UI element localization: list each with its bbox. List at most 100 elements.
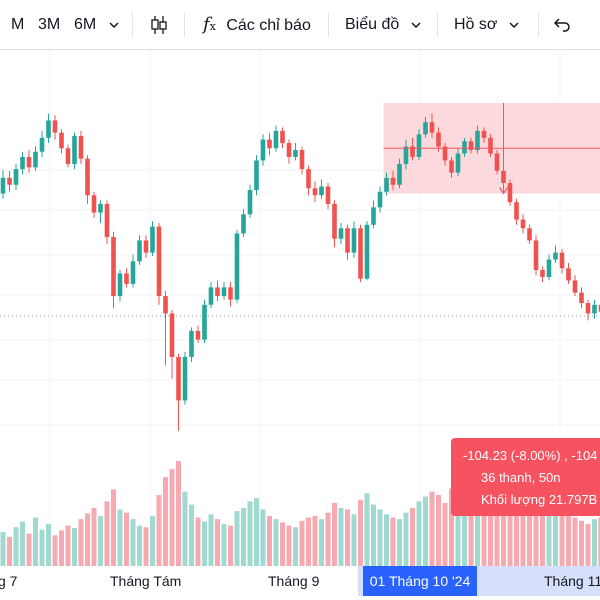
candle-body (364, 224, 370, 279)
candle-body (104, 203, 110, 237)
volume-bar (52, 535, 58, 566)
volume-bar (221, 524, 227, 566)
candle-body (514, 202, 519, 220)
volume-bar (254, 498, 259, 566)
volume-bar (247, 501, 253, 566)
candle-body (546, 259, 552, 277)
volume-bar (442, 503, 448, 566)
function-icon: fx (203, 14, 216, 35)
candle-body (390, 177, 396, 185)
volume-bar (78, 519, 84, 566)
volume-bar (293, 527, 298, 566)
measure-bar-count: 36 thanh, 50n (481, 470, 561, 485)
candle-body (267, 139, 272, 149)
candle-body (410, 146, 415, 157)
volume-bar (507, 501, 513, 566)
candle-body (592, 304, 597, 314)
volume-bar (358, 499, 363, 566)
volume-bar (20, 521, 25, 566)
volume-bar (527, 511, 532, 566)
volume-bar (410, 507, 415, 566)
candle-body (436, 132, 441, 147)
candle-body (228, 287, 233, 300)
period-1m-button[interactable]: M (11, 16, 25, 33)
volume-bar (494, 491, 500, 566)
candle-body (293, 150, 298, 157)
candle-body (416, 134, 422, 157)
volume-bar (332, 503, 337, 566)
candle-body (150, 226, 155, 253)
undo-button[interactable] (553, 0, 571, 50)
volume-bar (449, 488, 454, 566)
volume-bar (273, 519, 279, 566)
volume-bar (338, 507, 344, 566)
candle-body (286, 143, 292, 157)
candle-body (65, 148, 71, 164)
volume-bar (377, 509, 383, 566)
candle-body (26, 156, 32, 168)
candle-body (351, 228, 357, 253)
volume-bar (319, 519, 324, 566)
candle-body (598, 304, 600, 312)
candle-body (403, 146, 409, 164)
volume-bar (137, 525, 142, 566)
candle-body (208, 287, 214, 305)
indicators-button[interactable]: fx Các chỉ báo (203, 0, 311, 50)
candle-body (397, 163, 402, 185)
candle-body (124, 273, 129, 284)
x-axis-label: Tháng 9 (268, 573, 320, 589)
candle-body (468, 141, 474, 150)
volume-bar (91, 507, 97, 566)
measure-arrow (499, 187, 508, 195)
x-axis-label: Tháng 11 (544, 573, 600, 589)
candle-body (137, 240, 142, 262)
volume-bar (85, 513, 90, 566)
volume-bar (202, 521, 207, 566)
measure-volume: Khối lượng 21.797B (481, 492, 598, 507)
candlesticks (0, 113, 600, 431)
candle-body (455, 153, 461, 173)
volume-bar (475, 477, 480, 566)
candle-body (488, 137, 493, 154)
candle-body (299, 150, 305, 170)
candle-body (215, 287, 220, 297)
undo-icon (553, 18, 570, 32)
volume-bar (98, 515, 103, 566)
chart-type-button[interactable] (150, 0, 168, 50)
volume-bar (481, 488, 487, 566)
profile-menu-button[interactable]: Hồ sơ (454, 0, 520, 50)
volume-bar (397, 519, 402, 566)
volume-bar (325, 512, 331, 566)
candle-body (20, 156, 25, 170)
candle-body (52, 120, 58, 133)
volume-bar (208, 514, 214, 566)
volume-bar (163, 477, 168, 566)
periods-dropdown-button[interactable] (108, 0, 120, 50)
chart-menu-button[interactable]: Biểu đồ (345, 0, 422, 50)
candle-body (260, 139, 266, 161)
volume-bar (104, 501, 110, 566)
candle-body (371, 207, 376, 225)
price-chart[interactable] (0, 50, 600, 566)
volume-bar (306, 517, 311, 566)
candle-body (59, 132, 64, 149)
volume-bar (65, 525, 71, 566)
volume-bar (299, 520, 305, 566)
candle-body (46, 120, 51, 138)
volume-bar (280, 522, 285, 566)
period-6m-button[interactable]: 6M (74, 16, 97, 33)
volume-bar (228, 525, 233, 566)
candle-body (169, 313, 175, 357)
candle-body (312, 188, 318, 196)
candle-body (540, 270, 545, 277)
volume-bar (124, 512, 129, 566)
volume-bar (33, 517, 38, 566)
volume-bar (423, 496, 428, 566)
candle-body (527, 228, 532, 241)
indicators-label: Các chỉ báo (226, 17, 311, 34)
candle-body (319, 186, 324, 196)
volume-bar (572, 517, 578, 566)
period-3m-button[interactable]: 3M (38, 16, 61, 33)
candle-body (72, 136, 77, 164)
volume-bar (182, 491, 188, 566)
